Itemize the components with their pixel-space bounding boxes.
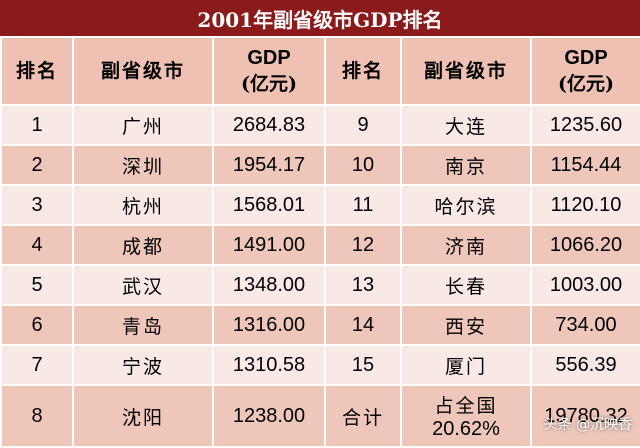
gdp-cell: 1066.20 (530, 224, 640, 266)
total-label: 合计 (324, 384, 402, 448)
gdp-cell: 1310.58 (212, 344, 326, 386)
gdp-cell: 1491.00 (212, 224, 326, 266)
city-cell: 杭州 (72, 184, 214, 226)
rank-cell: 2 (0, 144, 74, 186)
gdp-cell: 1235.60 (530, 104, 640, 146)
table-row: 7 宁波 1310.58 15 厦门 556.39 (0, 344, 640, 386)
gdp-cell: 1316.00 (212, 304, 326, 346)
city-cell: 沈阳 (72, 384, 214, 448)
city-cell: 哈尔滨 (400, 184, 532, 226)
header-gdp-unit: (亿元) (241, 73, 297, 95)
gdp-table: 排名 副省级市 GDP (亿元) 排名 副省级市 GDP (亿元) 1 广州 2… (0, 36, 640, 448)
rank-cell: 5 (0, 264, 74, 306)
table-row: 6 青岛 1316.00 14 西安 734.00 (0, 304, 640, 346)
header-rank-2: 排名 (324, 36, 402, 106)
table-row: 3 杭州 1568.01 11 哈尔滨 1120.10 (0, 184, 640, 226)
rank-cell: 9 (324, 104, 402, 146)
city-cell: 深圳 (72, 144, 214, 186)
city-cell: 武汉 (72, 264, 214, 306)
gdp-cell: 1568.01 (212, 184, 326, 226)
city-cell: 长春 (400, 264, 532, 306)
gdp-cell: 1120.10 (530, 184, 640, 226)
rank-cell: 13 (324, 264, 402, 306)
header-gdp: GDP (亿元) (212, 36, 326, 106)
city-cell: 青岛 (72, 304, 214, 346)
gdp-cell: 734.00 (530, 304, 640, 346)
gdp-cell: 1348.00 (212, 264, 326, 306)
header-gdp-2: GDP (亿元) (530, 36, 640, 106)
gdp-cell: 1154.44 (530, 144, 640, 186)
city-cell: 济南 (400, 224, 532, 266)
rank-cell: 7 (0, 344, 74, 386)
table-row: 5 武汉 1348.00 13 长春 1003.00 (0, 264, 640, 306)
rank-cell: 6 (0, 304, 74, 346)
total-gdp-cell: 19780.32 (530, 384, 640, 448)
watermark: 头条 @沉映香 (543, 417, 632, 433)
header-rank: 排名 (0, 36, 74, 106)
rank-cell: 10 (324, 144, 402, 186)
city-cell: 大连 (400, 104, 532, 146)
rank-cell: 3 (0, 184, 74, 226)
table-row-total: 8 沈阳 1238.00 合计 占全国 20.62% 19780.32 (0, 384, 640, 448)
header-gdp-unit-2: (亿元) (558, 73, 614, 95)
table-row: 1 广州 2684.83 9 大连 1235.60 (0, 104, 640, 146)
table-row: 4 成都 1491.00 12 济南 1066.20 (0, 224, 640, 266)
gdp-cell: 1003.00 (530, 264, 640, 306)
rank-cell: 8 (0, 384, 74, 448)
city-cell: 宁波 (72, 344, 214, 386)
header-gdp-label-2: GDP (564, 47, 608, 69)
city-cell: 厦门 (400, 344, 532, 386)
rank-cell: 1 (0, 104, 74, 146)
header-city-2: 副省级市 (400, 36, 532, 106)
national-share-label: 占全国 (434, 395, 498, 417)
table-title: 2001年副省级市GDP排名 (0, 0, 640, 36)
rank-cell: 15 (324, 344, 402, 386)
city-cell: 成都 (72, 224, 214, 266)
gdp-cell: 1954.17 (212, 144, 326, 186)
city-cell: 南京 (400, 144, 532, 186)
gdp-cell: 2684.83 (212, 104, 326, 146)
gdp-cell: 1238.00 (212, 384, 326, 448)
header-city: 副省级市 (72, 36, 214, 106)
rank-cell: 4 (0, 224, 74, 266)
national-share-value: 20.62% (432, 418, 500, 440)
rank-cell: 14 (324, 304, 402, 346)
header-gdp-label: GDP (247, 47, 291, 69)
national-share-cell: 占全国 20.62% (400, 384, 532, 448)
rank-cell: 12 (324, 224, 402, 266)
gdp-cell: 556.39 (530, 344, 640, 386)
rank-cell: 11 (324, 184, 402, 226)
city-cell: 西安 (400, 304, 532, 346)
table-row: 2 深圳 1954.17 10 南京 1154.44 (0, 144, 640, 186)
city-cell: 广州 (72, 104, 214, 146)
header-row: 排名 副省级市 GDP (亿元) 排名 副省级市 GDP (亿元) (0, 36, 640, 106)
